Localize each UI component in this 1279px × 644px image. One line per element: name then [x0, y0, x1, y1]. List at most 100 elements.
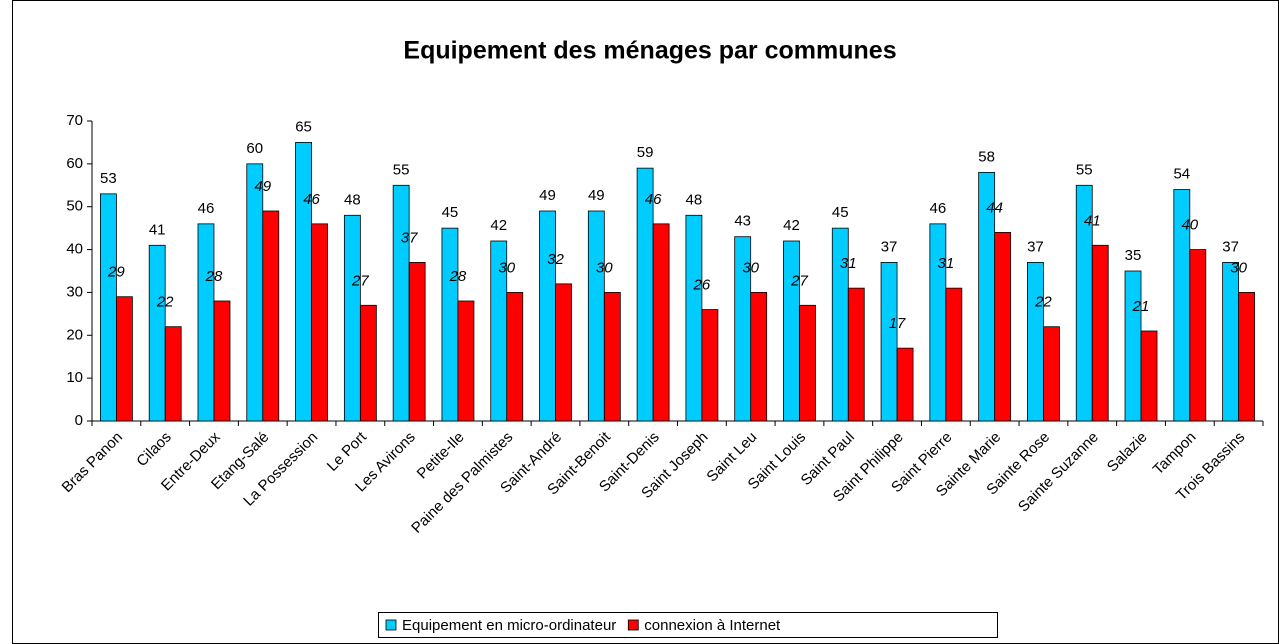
legend-box — [378, 612, 998, 638]
data-label: 31 — [840, 255, 857, 272]
bar — [99, 193, 117, 422]
data-label: 45 — [832, 204, 849, 221]
bar — [311, 223, 328, 422]
bar — [457, 300, 475, 422]
bar — [783, 240, 800, 422]
data-label: 42 — [490, 217, 507, 234]
bar — [1043, 326, 1060, 422]
bar — [1140, 330, 1158, 422]
y-tick-label: 70 — [66, 112, 83, 129]
data-label: 46 — [303, 191, 320, 208]
bar — [1124, 270, 1142, 422]
bar — [1027, 262, 1044, 422]
data-label: 46 — [198, 200, 215, 217]
data-label: 27 — [351, 272, 369, 289]
bar — [213, 300, 231, 422]
bar — [603, 292, 621, 422]
bar — [587, 210, 605, 422]
legend-label: Equipement en micro-ordinateur — [402, 617, 616, 634]
legend-swatch — [627, 619, 639, 631]
data-label: 49 — [254, 178, 271, 195]
data-label: 58 — [978, 148, 995, 165]
bar — [880, 262, 898, 422]
bar — [1222, 262, 1240, 422]
data-label: 22 — [1034, 294, 1052, 311]
bar — [164, 326, 182, 422]
y-tick-label: 40 — [66, 241, 83, 258]
data-label: 30 — [742, 259, 759, 276]
legend-swatch — [385, 619, 397, 631]
data-label: 55 — [393, 161, 410, 178]
data-label: 46 — [645, 191, 662, 208]
bar — [1189, 249, 1207, 422]
legend: Equipement en micro-ordinateur connexion … — [378, 612, 998, 638]
data-label: 22 — [156, 294, 174, 311]
bar — [262, 210, 280, 422]
y-tick-label: 30 — [66, 283, 83, 300]
data-label: 37 — [401, 229, 418, 246]
y-tick-label: 10 — [66, 369, 83, 386]
bar — [652, 223, 670, 422]
bar — [295, 142, 312, 422]
data-label: 29 — [107, 264, 125, 281]
bar — [441, 227, 459, 422]
data-label: 28 — [205, 268, 223, 285]
data-label: 49 — [539, 187, 556, 204]
data-label: 40 — [1181, 217, 1198, 234]
bar — [847, 287, 865, 422]
data-label: 43 — [734, 213, 751, 230]
bar — [343, 214, 361, 422]
bar — [945, 287, 963, 422]
data-label: 48 — [686, 191, 703, 208]
bar — [359, 304, 377, 422]
data-label: 46 — [930, 200, 947, 217]
data-label: 55 — [1076, 161, 1093, 178]
data-label: 53 — [100, 170, 117, 187]
bar — [1091, 244, 1109, 422]
data-label: 41 — [1084, 212, 1101, 229]
data-label: 27 — [790, 272, 808, 289]
bar — [246, 163, 264, 422]
data-label: 65 — [295, 118, 312, 135]
bar — [148, 244, 166, 422]
bar — [896, 347, 914, 422]
bar — [555, 283, 572, 422]
bar — [799, 304, 816, 422]
data-label: 31 — [938, 255, 955, 272]
bar — [701, 309, 719, 422]
bar — [750, 292, 768, 422]
data-label: 41 — [149, 221, 166, 238]
data-label: 59 — [637, 144, 654, 161]
bar — [392, 184, 410, 422]
data-label: 32 — [547, 251, 564, 268]
bar — [115, 296, 133, 422]
data-label: 35 — [1125, 247, 1142, 264]
data-label: 21 — [1132, 298, 1150, 315]
data-label: 30 — [498, 259, 515, 276]
legend-label: connexion à Internet — [644, 617, 781, 634]
data-label: 45 — [442, 204, 459, 221]
data-label: 44 — [986, 199, 1003, 216]
data-label: 26 — [693, 277, 711, 294]
data-label: 54 — [1173, 166, 1190, 183]
bar — [408, 262, 426, 422]
data-label: 28 — [449, 268, 467, 285]
bar — [994, 232, 1012, 422]
data-label: 60 — [246, 140, 263, 157]
data-label: 37 — [1027, 238, 1044, 255]
bar — [929, 223, 947, 422]
data-label: 48 — [344, 191, 361, 208]
y-tick-label: 50 — [66, 198, 83, 215]
y-tick-label: 60 — [66, 155, 83, 172]
data-label: 42 — [783, 217, 800, 234]
data-label: 49 — [588, 187, 605, 204]
bar — [506, 292, 524, 422]
data-label: 17 — [889, 315, 906, 332]
data-label: 30 — [1230, 259, 1247, 276]
chart-title: Equipement des ménages par communes — [403, 37, 896, 65]
y-tick-label: 20 — [66, 326, 83, 343]
data-label: 30 — [596, 259, 613, 276]
y-tick-label: 0 — [75, 412, 83, 429]
bar — [685, 214, 703, 422]
